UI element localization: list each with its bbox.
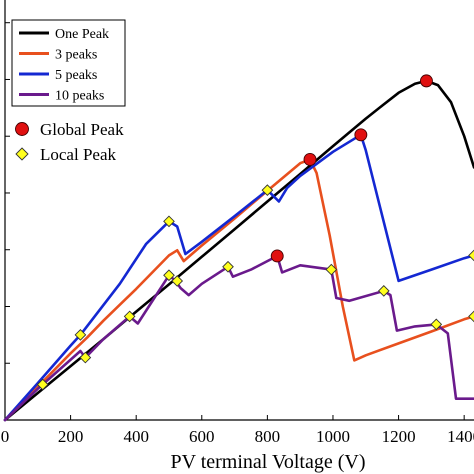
- local-peak-legend-label: Local Peak: [40, 145, 116, 164]
- x-tick-label: 1400: [447, 427, 474, 446]
- local-peak-marker: [468, 249, 474, 262]
- local-peak-marker: [123, 310, 136, 323]
- legend-entry: One Peak: [55, 27, 109, 42]
- local-peak-legend-marker: [15, 147, 29, 161]
- legend-entry: 10 peaks: [55, 89, 104, 104]
- local-peak-marker: [171, 275, 184, 287]
- peak-markers: [36, 74, 474, 391]
- local-peak-marker: [163, 269, 175, 282]
- global-peak-marker: [270, 249, 284, 263]
- local-peak-marker: [261, 184, 274, 196]
- x-tick-label: 1200: [382, 427, 416, 446]
- local-peak-marker: [79, 351, 92, 364]
- local-peak-marker: [222, 260, 234, 273]
- global-peak-marker: [303, 153, 317, 166]
- x-tick-label: 400: [123, 427, 149, 446]
- x-axis-label: PV terminal Voltage (V): [171, 451, 366, 473]
- local-peak-marker: [430, 318, 443, 331]
- x-tick-label: 200: [58, 427, 84, 446]
- global-peak-legend-marker: [15, 122, 29, 136]
- legend-entry: 3 peaks: [55, 48, 97, 63]
- local-peak-marker: [163, 215, 175, 228]
- series-line-5-peaks: [3, 133, 474, 422]
- x-tick-label: 0: [1, 427, 10, 446]
- series-line-3-peaks: [3, 158, 474, 422]
- series-line-10-peaks: [3, 254, 474, 422]
- legend: One Peak 3 peaks 5 peaks 10 peaks Global Pea…: [11, 19, 126, 164]
- local-peak-marker: [74, 329, 87, 341]
- global-peak-marker: [419, 74, 433, 88]
- global-peak-legend-label: Global Peak: [40, 120, 124, 139]
- x-tick-label: 600: [189, 427, 215, 446]
- legend-entry: 5 peaks: [55, 68, 97, 83]
- x-tick-label: 1000: [316, 427, 350, 446]
- global-peak-marker: [354, 128, 368, 142]
- local-peak-marker: [377, 285, 390, 297]
- local-peak-marker: [325, 263, 338, 276]
- axes: 0 200 400 600 800 1000 1200 1400: [1, 0, 474, 446]
- x-tick-label: 800: [255, 427, 281, 446]
- local-peak-marker: [36, 378, 49, 391]
- local-peak-marker: [468, 310, 474, 323]
